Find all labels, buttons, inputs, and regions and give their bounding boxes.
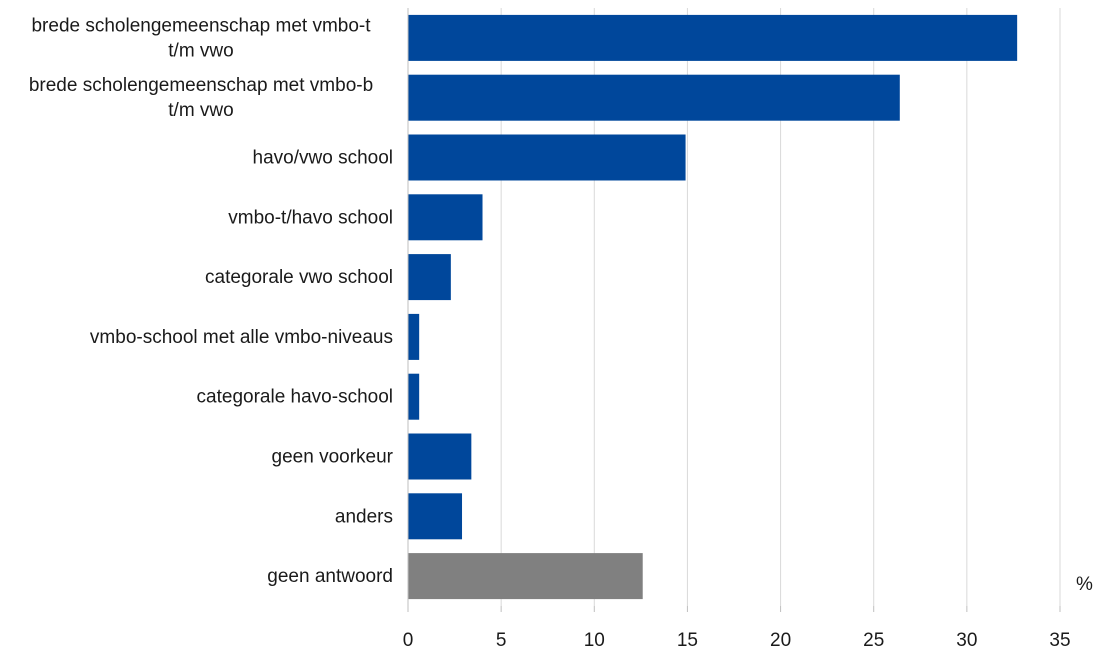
category-label-8: geen voorkeur	[272, 447, 394, 468]
category-labels: brede scholengemeenschap met vmbo-t t/m v…	[29, 15, 394, 587]
category-label-5: categorale vwo school	[205, 267, 393, 288]
bar-10	[408, 553, 643, 600]
category-label-1: brede scholengemeenschap met vmbo-t t/m v…	[31, 15, 371, 61]
bar-1	[408, 14, 1018, 61]
bar-6	[408, 313, 420, 360]
tick-label-10: 10	[584, 630, 605, 650]
tick-label-0: 0	[403, 630, 414, 650]
category-label-9: anders	[335, 506, 393, 527]
tick-label-20: 20	[770, 630, 791, 650]
tick-label-30: 30	[956, 630, 977, 650]
bar-9	[408, 493, 463, 540]
bar-2	[408, 74, 900, 121]
category-label-7: categorale havo-school	[197, 387, 393, 408]
bars	[408, 14, 1018, 600]
bar-7	[408, 373, 420, 420]
tick-label-35: 35	[1049, 630, 1070, 650]
unit-label: %	[1076, 574, 1093, 595]
category-label-4: vmbo-t/havo school	[228, 207, 393, 228]
tick-label-15: 15	[677, 630, 698, 650]
category-label-2: brede scholengemeenschap met vmbo-b t/m v…	[29, 75, 373, 121]
bar-4	[408, 194, 483, 241]
bar-3	[408, 134, 686, 181]
bar-5	[408, 254, 451, 301]
tick-labels: 0 5 10 15 20 25 30 35	[403, 630, 1071, 650]
tick-label-25: 25	[863, 630, 884, 650]
bar-8	[408, 433, 472, 480]
axis	[407, 8, 1061, 612]
category-label-10: geen antwoord	[267, 566, 393, 587]
category-label-3: havo/vwo school	[253, 148, 393, 169]
tick-label-5: 5	[496, 630, 507, 650]
category-label-6: vmbo-school met alle vmbo-niveaus	[90, 327, 393, 348]
